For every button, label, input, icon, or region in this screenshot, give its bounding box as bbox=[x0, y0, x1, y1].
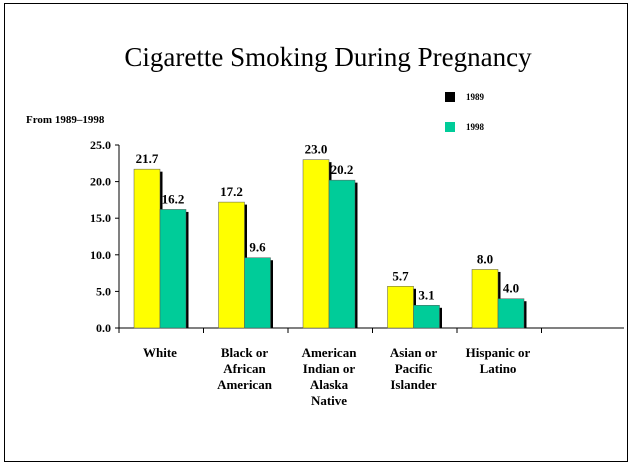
legend: 1989 1998 bbox=[445, 92, 485, 132]
category-label-line: American bbox=[302, 345, 358, 360]
legend-label: 1989 bbox=[466, 92, 485, 102]
data-label: 9.6 bbox=[249, 240, 266, 255]
bars bbox=[133, 159, 527, 329]
bar-1998 bbox=[497, 298, 525, 329]
y-tick-label: 10.0 bbox=[90, 248, 111, 262]
bar-1989 bbox=[218, 201, 245, 329]
data-label: 16.2 bbox=[162, 191, 185, 206]
category-label-line: Black or bbox=[221, 345, 269, 360]
data-label: 5.7 bbox=[392, 268, 409, 283]
y-tick-label: 0.0 bbox=[96, 321, 111, 335]
category-label-line: American bbox=[217, 377, 273, 392]
category-label-line: Alaska bbox=[310, 377, 349, 392]
category-label: Asian or Pacific Islander bbox=[390, 345, 438, 392]
y-tick-label: 25.0 bbox=[90, 138, 111, 152]
data-label: 23.0 bbox=[305, 142, 328, 157]
bar-1989 bbox=[302, 159, 330, 329]
category-label-line: Islander bbox=[390, 377, 436, 392]
category-label: Hispanic or Latino bbox=[466, 345, 531, 376]
axes: 25.0 20.0 15.0 10.0 5.0 0.0 bbox=[90, 138, 624, 335]
bar-1998 bbox=[244, 257, 271, 329]
category-label-line: Pacific bbox=[395, 361, 433, 376]
bar-1989 bbox=[471, 269, 499, 329]
data-label: 4.0 bbox=[503, 281, 519, 296]
data-label: 8.0 bbox=[477, 251, 493, 266]
legend-label: 1998 bbox=[466, 122, 485, 132]
category-label-line: Asian or bbox=[390, 345, 438, 360]
y-tick-label: 5.0 bbox=[96, 284, 111, 298]
legend-swatch-1989 bbox=[445, 92, 455, 102]
category-label: White bbox=[143, 345, 177, 360]
category-label-line: Native bbox=[311, 393, 347, 408]
category-label: American Indian or Alaska Native bbox=[302, 345, 358, 408]
category-label-line: Hispanic or bbox=[466, 345, 531, 360]
category-label-line: African bbox=[223, 361, 266, 376]
category-label-line: Indian or bbox=[303, 361, 356, 376]
data-label: 17.2 bbox=[220, 184, 243, 199]
data-label: 20.2 bbox=[331, 162, 354, 177]
chart-subtitle: From 1989–1998 bbox=[26, 114, 105, 126]
bar-1989 bbox=[133, 168, 161, 329]
legend-swatch-1998 bbox=[445, 122, 455, 132]
bar-1998 bbox=[413, 305, 440, 329]
data-labels: 21.7 17.2 23.0 5.7 8.0 16.2 9.6 20.2 3.1 4.0 bbox=[136, 142, 520, 303]
chart-title: Cigarette Smoking During Pregnancy bbox=[124, 42, 532, 72]
category-label-line: Latino bbox=[480, 361, 517, 376]
bar-1998 bbox=[328, 179, 356, 329]
data-label: 21.7 bbox=[136, 151, 159, 166]
data-label: 3.1 bbox=[418, 287, 434, 302]
y-tick-label: 15.0 bbox=[90, 211, 111, 225]
category-label: Black or African American bbox=[217, 345, 273, 392]
y-tick-label: 20.0 bbox=[90, 175, 111, 189]
category-label-line: White bbox=[143, 345, 177, 360]
bar-1998 bbox=[159, 209, 187, 329]
bar-1989 bbox=[387, 286, 414, 329]
